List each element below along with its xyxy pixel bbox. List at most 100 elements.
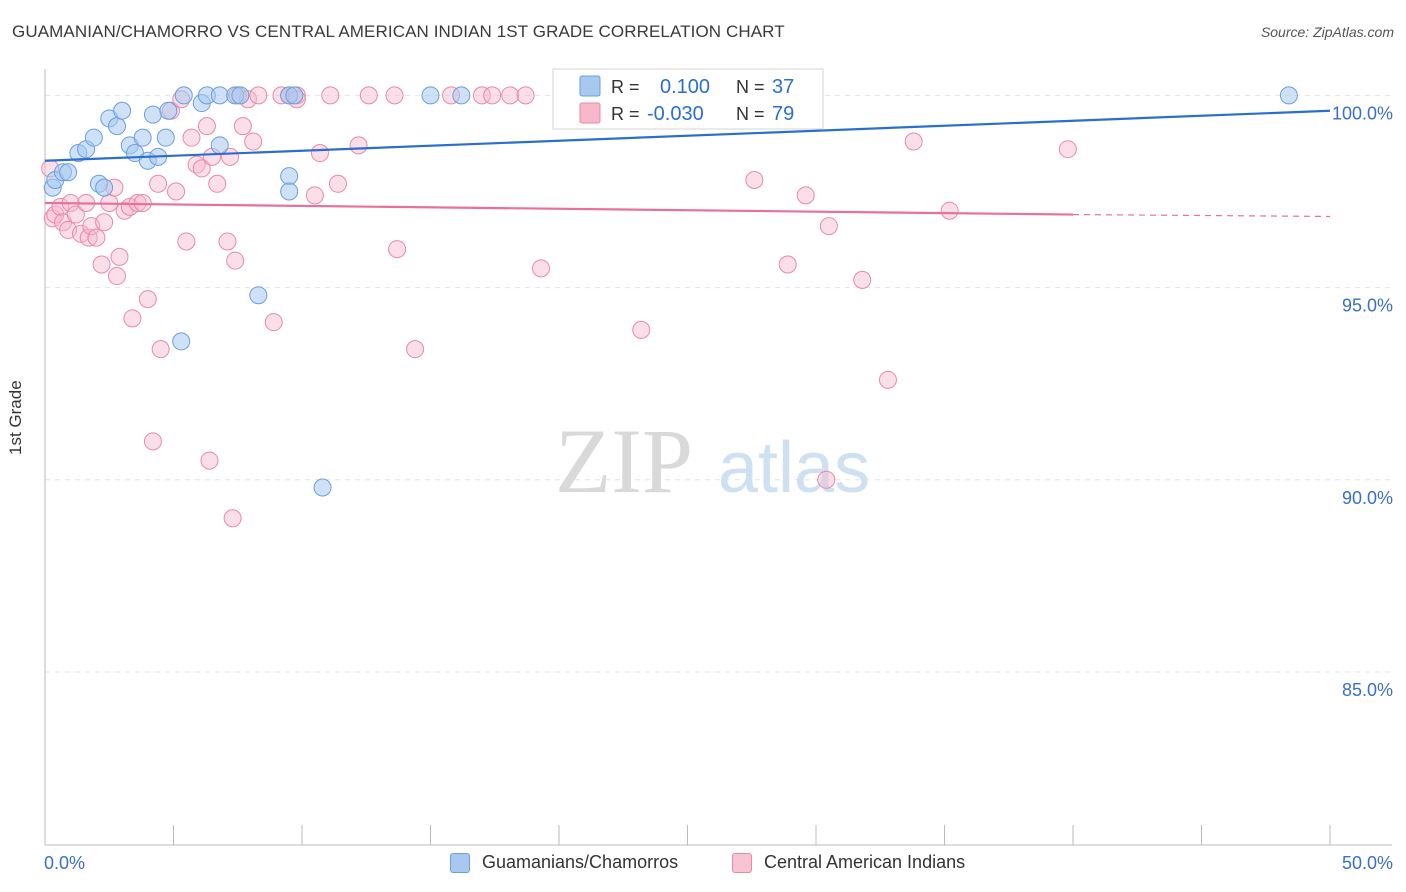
data-point [853, 270, 872, 289]
data-point [66, 205, 85, 224]
legend-label-guamanians: Guamanians/Chamorros [482, 852, 679, 872]
data-point [516, 86, 535, 105]
data-point [632, 320, 651, 339]
legend-n-value-pink: 79 [772, 103, 794, 125]
trend-lines [44, 109, 1331, 218]
legend-swatch-central-american-indians [732, 852, 752, 873]
data-point [452, 86, 471, 105]
data-point [328, 174, 347, 193]
data-point [123, 309, 142, 328]
data-point [110, 247, 129, 266]
data-point [95, 178, 114, 197]
series-central-american-indians [41, 86, 1077, 528]
data-point [95, 213, 114, 232]
x-tick-label-min: 0.0% [44, 853, 85, 873]
data-point [79, 228, 98, 247]
data-point [313, 478, 332, 497]
data-point [113, 101, 132, 120]
data-point [107, 267, 126, 286]
data-point [156, 128, 175, 147]
legend-r-value-blue: 0.100 [660, 76, 710, 98]
data-point [285, 86, 304, 105]
data-point [501, 86, 520, 105]
data-point [385, 86, 404, 105]
legend-n-value-blue: 37 [772, 76, 794, 98]
data-point [817, 470, 836, 489]
watermark-zip: ZIP [555, 410, 693, 512]
data-point [321, 86, 340, 105]
legend-r-label-blue: R = [611, 77, 640, 97]
legend-item-guamanians: Guamanians/Chamorros [450, 852, 678, 873]
source-label: Source: ZipAtlas.com [1260, 24, 1394, 40]
data-point [305, 186, 324, 205]
data-point [159, 101, 178, 120]
legend-n-label-blue: N = [736, 77, 765, 97]
data-point [138, 290, 157, 309]
legend-item-central-american-indians: Central American Indians [732, 852, 965, 873]
data-point [819, 217, 838, 236]
data-point [940, 201, 959, 220]
data-point [87, 228, 106, 247]
data-point [143, 105, 162, 124]
legend-r-value-pink: -0.030 [647, 103, 704, 125]
data-point [174, 86, 193, 105]
data-point [210, 136, 229, 155]
data-point [349, 136, 368, 155]
legend-swatch-blue [579, 75, 601, 97]
data-point [200, 451, 219, 470]
data-point [878, 370, 897, 389]
data-point [778, 255, 797, 274]
legend-r-label-pink: R = [611, 104, 640, 124]
y-tick-label: 85.0% [1342, 680, 1393, 700]
data-point [210, 86, 229, 105]
data-point [59, 163, 78, 182]
data-point [92, 255, 111, 274]
data-point [745, 170, 764, 189]
data-point [167, 182, 186, 201]
axes [44, 69, 1392, 846]
data-point [249, 286, 268, 305]
tick-labels: 100.0% 95.0% 90.0% 85.0% 0.0% 50.0% [44, 103, 1393, 873]
bottom-legend: Guamanians/Chamorros Central American In… [0, 852, 1406, 878]
data-point [472, 86, 491, 105]
data-point [249, 86, 268, 105]
data-point [264, 313, 283, 332]
data-point [388, 240, 407, 259]
data-point [107, 117, 126, 136]
data-point [151, 340, 170, 359]
data-point [84, 128, 103, 147]
data-point [226, 251, 245, 270]
data-point [359, 86, 378, 105]
trend-line [44, 109, 1331, 162]
data-point [280, 182, 299, 201]
chart-title: GUAMANIAN/CHAMORRO VS CENTRAL AMERICAN I… [12, 22, 785, 41]
data-point [197, 117, 216, 136]
legend-label-central-american-indians: Central American Indians [764, 852, 966, 872]
data-point [133, 128, 152, 147]
data-point [223, 509, 242, 528]
data-point [532, 259, 551, 278]
data-point [406, 340, 425, 359]
data-point [149, 174, 168, 193]
data-point [143, 432, 162, 451]
data-point [218, 232, 237, 251]
data-point [796, 186, 815, 205]
data-point [172, 332, 191, 351]
data-point [904, 132, 923, 151]
stats-legend: R = 0.100 N = 37 R = -0.030 N = 79 [552, 68, 824, 130]
gridlines [45, 94, 1392, 673]
x-tick-label-max: 50.0% [1342, 853, 1393, 873]
legend-swatch-pink [579, 102, 601, 124]
watermark-atlas: atlas [718, 428, 870, 508]
data-point [1058, 140, 1077, 159]
data-point [192, 159, 211, 178]
data-point [208, 174, 227, 193]
legend-n-label-pink: N = [736, 104, 765, 124]
trend-line-extrapolated [1072, 213, 1331, 218]
data-point [231, 86, 250, 105]
data-point [177, 232, 196, 251]
legend-swatch-guamanians [450, 852, 470, 873]
data-point [421, 86, 440, 105]
data-point [1279, 86, 1298, 105]
